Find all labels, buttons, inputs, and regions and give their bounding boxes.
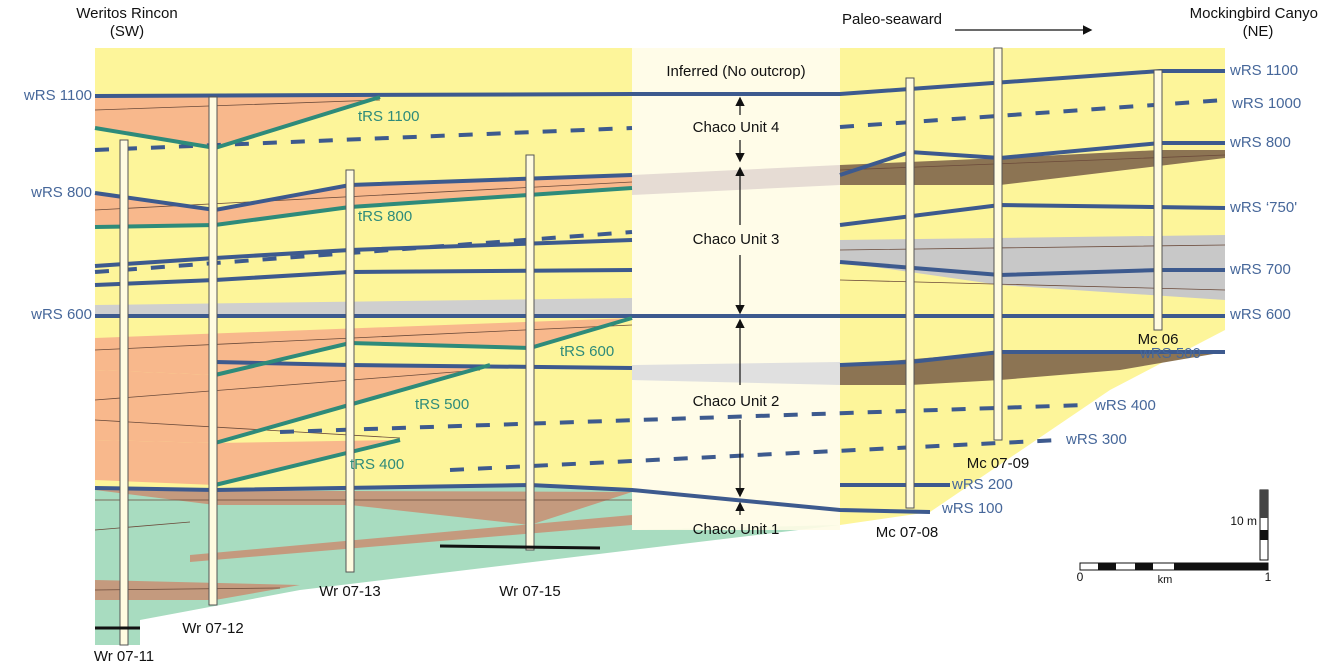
surface-label: tRS 1100 bbox=[358, 108, 419, 125]
scale-label: km bbox=[1158, 574, 1173, 586]
header-label: Inferred (No outcrop) bbox=[666, 63, 805, 80]
well-label: Mc 06 bbox=[1138, 331, 1179, 348]
scale-label: 1 bbox=[1265, 570, 1272, 584]
header-label: (SW) bbox=[110, 23, 144, 40]
surface-label: tRS 800 bbox=[358, 208, 412, 225]
header-label: Weritos Rincon bbox=[76, 5, 177, 22]
surface-label: wRS 1000 bbox=[1231, 95, 1301, 112]
surface-label: tRS 600 bbox=[560, 343, 614, 360]
surface-label: wRS 100 bbox=[941, 500, 1003, 517]
well-log bbox=[120, 140, 128, 645]
well-log bbox=[906, 78, 914, 508]
cross-section: Weritos Rincon(SW) Mockingbird Canyon(NE)… bbox=[0, 0, 1318, 667]
well-log bbox=[209, 97, 217, 605]
header-label: Paleo-seaward bbox=[842, 11, 942, 28]
scale-label: 10 m bbox=[1230, 514, 1257, 528]
surface-label: wRS 600 bbox=[1229, 306, 1291, 323]
surface-label: wRS ‘750' bbox=[1229, 199, 1297, 216]
surface-label: wRS 300 bbox=[1065, 431, 1127, 448]
header-label: (NE) bbox=[1243, 23, 1274, 40]
surface-label: wRS 700 bbox=[1229, 261, 1291, 278]
surface-label: tRS 500 bbox=[415, 396, 469, 413]
unit-label: Chaco Unit 1 bbox=[693, 521, 780, 538]
unit-label: Chaco Unit 4 bbox=[693, 119, 780, 136]
surface-label: wRS 800 bbox=[1229, 134, 1291, 151]
well-label: Wr 07-15 bbox=[499, 583, 560, 600]
surface-label: wRS 1100 bbox=[1229, 62, 1298, 79]
unit-label: Chaco Unit 2 bbox=[693, 393, 780, 410]
bed bbox=[440, 546, 600, 548]
surface-label: tRS 400 bbox=[350, 456, 404, 473]
surface-label: wRS 1100 bbox=[23, 87, 92, 104]
well-label: Wr 07-13 bbox=[319, 583, 380, 600]
surface-label: wRS 800 bbox=[30, 184, 92, 201]
well-label: Wr 07-11 bbox=[94, 648, 154, 665]
well-label: Mc 07-09 bbox=[967, 455, 1030, 472]
well-log bbox=[346, 170, 354, 572]
well-label: Wr 07-12 bbox=[182, 620, 243, 637]
unit-label: Chaco Unit 3 bbox=[693, 231, 780, 248]
well-log bbox=[526, 155, 534, 550]
surface-label: wRS 200 bbox=[951, 476, 1013, 493]
scale-bar bbox=[1080, 490, 1268, 570]
well-label: Mc 07-08 bbox=[876, 524, 939, 541]
well-log bbox=[994, 48, 1002, 440]
well-log bbox=[1154, 70, 1162, 330]
scale-label: 0 bbox=[1077, 570, 1084, 584]
header-label: Mockingbird Canyon bbox=[1190, 5, 1318, 22]
surface-label: wRS 400 bbox=[1094, 397, 1156, 414]
surface-label: wRS 600 bbox=[30, 306, 92, 323]
